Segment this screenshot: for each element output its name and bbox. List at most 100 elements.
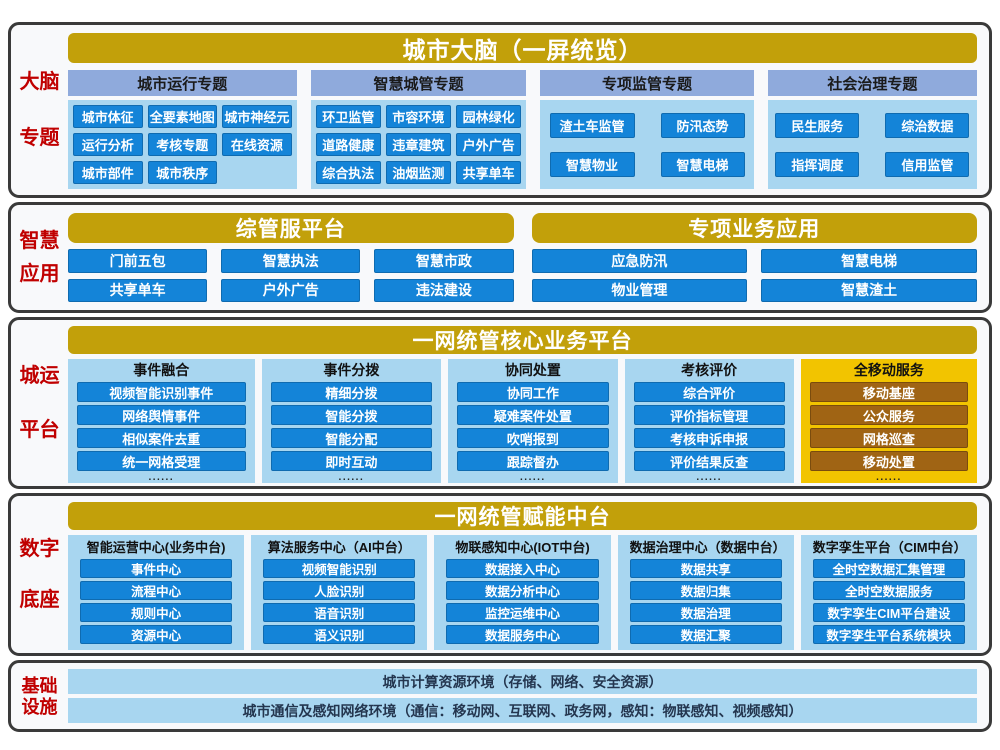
app-chip: 违法建设 [374,278,514,302]
side-label-line: 底座 [19,589,60,611]
base-column: 物联感知中心(IOT中台) 数据接入中心 数据分析中心 监控运维中心 数据服务中心 [434,535,611,650]
topic-chip: 考核专题 [147,133,218,156]
core-chip: 评价指标管理 [633,405,785,425]
topic-chip: 指挥调度 [775,151,860,177]
side-label-line: 应用 [19,263,60,286]
topic-chip: 城市神经元 [222,105,292,128]
base-column-header: 算法服务中心（AI中台） [267,540,411,555]
app-chip: 物业管理 [531,278,748,302]
topic-chip: 综治数据 [885,112,970,138]
topic-chip: 智慧电梯 [660,151,745,177]
brain-group-panel: 民生服务 综治数据 指挥调度 信用监管 [767,100,977,189]
topic-chip: 在线资源 [222,133,292,156]
app-chip: 智慧市政 [374,249,514,273]
core-column-header: 考核评价 [681,362,738,378]
base-chip: 资源中心 [80,625,233,644]
base-column-header: 物联感知中心(IOT中台) [455,540,590,555]
brain-group: 城市运行专题 城市体征 全要素地图 城市神经元 运行分析 考核专题 在线资源 城市部件 城市秩序 [68,70,297,189]
brain-content: 城市大脑（一屏统览） 城市运行专题 城市体征 全要素地图 城市神经元 运行分析 考核专题在… [68,25,989,195]
section-brain-topics: 大脑 专题 城市大脑（一屏统览） 城市运行专题 城市体征 全要素地图 城市神经元 运行分… [8,22,992,198]
core-columns: 事件融合 视频智能识别事件 网络舆情事件 相似案件去重 统一网格受理...... 事件分拨… [68,359,977,483]
base-column: 数据治理中心（数据中台） 数据共享 数据归集 数据治理 数据汇聚 [617,535,794,650]
base-chip: 数据接入中心 [446,559,599,578]
topic-chip: 市容环境 [385,105,452,128]
apps-blocks: 综管服平台 门前五包 智慧执法 智慧市政 共享单车 户外广告 违法建设 专项业务应用 应急防汛智… [68,213,977,302]
brain-group: 社会治理专题 民生服务 综治数据 指挥调度 信用监管 [767,70,977,189]
topic-chip: 环卫监管 [315,105,381,128]
base-chip: 人脸识别 [263,581,416,600]
app-block-title: 综管服平台 [68,213,514,243]
core-column-header: 全移动服务 [853,362,924,378]
app-chip: 应急防汛 [531,249,748,273]
core-chip: 综合评价 [633,382,785,402]
topic-chip: 违章建筑 [385,133,452,156]
core-chip: 移动基座 [809,382,968,402]
base-chip: 视频智能识别 [263,559,416,578]
ellipsis-dots: ...... [520,472,546,483]
base-column: 智能运营中心(业务中台) 事件中心 流程中心 规则中心 资源中心 [68,535,245,650]
core-chip: 考核申诉申报 [633,428,785,448]
infra-content: 城市计算资源环境（存储、网络、安全资源） 城市通信及感知网络环境（通信：移动网、互… [68,663,989,729]
brain-group-panel: 环卫监管 市容环境 园林绿化 道路健康 违章建筑 户外广告 综合执法 油烟监测 共享单车 [310,100,527,189]
core-chip: 智能分拨 [270,405,433,425]
app-block: 综管服平台 门前五包 智慧执法 智慧市政 共享单车 户外广告 违法建设 [68,213,514,302]
side-label-line: 大脑 [19,71,60,94]
brain-title-bar: 城市大脑（一屏统览） [68,33,977,63]
infra-bar: 城市计算资源环境（存储、网络、安全资源） [68,669,977,694]
infra-bars: 城市计算资源环境（存储、网络、安全资源） 城市通信及感知网络环境（通信：移动网、互… [68,669,977,723]
brain-group-header: 专项监管专题 [540,70,754,96]
brain-group: 智慧城管专题 环卫监管 市容环境 园林绿化 道路健康 违章建筑 户外广告 综合执法 油烟监测 共享… [310,70,527,189]
ellipsis-dots: ...... [338,472,365,483]
core-chip: 评价结果反查 [633,451,785,471]
base-column-header: 数字孪生平台（CIM中台） [812,540,965,555]
side-label-line: 智慧 [19,229,60,252]
base-column-header: 数据治理中心（数据中台） [629,540,782,555]
core-chip: 协同工作 [457,382,609,402]
core-content: 一网统管核心业务平台 事件融合 视频智能识别事件 网络舆情事件 相似案件去重 统一网格受… [68,320,989,486]
base-chip: 语义识别 [263,625,416,644]
core-chip: 统一网格受理 [77,451,246,471]
apps-side-label: 智慧 应用 [11,205,68,310]
app-chip: 共享单车 [68,278,208,302]
core-chip: 公众服务 [809,405,968,425]
app-chip: 智慧渣土 [761,278,977,302]
core-chip: 相似案件去重 [77,428,246,448]
brain-side-label: 大脑 专题 [11,25,68,195]
base-chip: 全时空数据服务 [812,581,965,600]
side-label-line: 平台 [19,419,60,441]
topic-chip: 城市秩序 [147,161,218,184]
base-chip: 全时空数据汇集管理 [812,559,965,578]
apps-content: 综管服平台 门前五包 智慧执法 智慧市政 共享单车 户外广告 违法建设 专项业务应用 应急防汛智… [68,205,989,310]
section-infrastructure: 基础 设施 城市计算资源环境（存储、网络、安全资源） 城市通信及感知网络环境（通信… [8,660,992,732]
core-column: 考核评价综合评价评价指标管理 考核申诉申报 评价结果反查...... [624,359,794,483]
core-chip: 疑难案件处置 [457,405,609,425]
base-chip: 数据归集 [629,581,782,600]
core-column: 事件融合 视频智能识别事件 网络舆情事件 相似案件去重 统一网格受理...... [68,359,255,483]
brain-groups: 城市运行专题 城市体征 全要素地图 城市神经元 运行分析 考核专题 在线资源 城市部件 城市秩序… [68,70,977,189]
side-label-line: 数字 [19,538,60,560]
side-label-line: 专题 [19,126,60,149]
core-title-bar: 一网统管核心业务平台 [68,326,977,354]
section-core-platform: 城运 平台 一网统管核心业务平台 事件融合 视频智能识别事件 网络舆情事件 相似案件去… [8,317,992,489]
topic-chip: 民生服务 [775,112,860,138]
core-chip: 智能分配 [270,428,433,448]
app-block: 专项业务应用 应急防汛 智慧电梯 物业管理 智慧渣土 [531,213,977,302]
core-column-header: 事件分拨 [323,362,380,378]
base-column-header: 智能运营中心(业务中台) [86,540,226,555]
section-digital-base: 数字 底座 一网统管赋能中台 智能运营中心(业务中台) 事件中心 流程中心 规则中心资… [8,493,992,656]
ellipsis-dots: ...... [696,472,722,483]
section-smart-apps: 智慧 应用 综管服平台 门前五包 智慧执法 智慧市政 共享单车 户外广告 违法建设 专项业务应… [8,202,992,313]
core-column-header: 协同处置 [504,362,561,378]
core-chip: 跟踪督办 [457,451,609,471]
base-chip: 数字孪生CIM平台建设 [812,603,965,622]
topic-chip: 全要素地图 [147,105,218,128]
topic-chip: 信用监管 [885,151,970,177]
ellipsis-dots: ...... [148,472,175,483]
topic-chip: 渣土车监管 [549,112,635,138]
core-chip: 网络舆情事件 [77,405,246,425]
topic-chip: 共享单车 [456,161,522,184]
core-chip: 移动处置 [809,451,968,471]
brain-group-header: 城市运行专题 [68,70,297,96]
core-chip: 视频智能识别事件 [77,382,246,402]
topic-chip: 城市部件 [73,161,143,184]
